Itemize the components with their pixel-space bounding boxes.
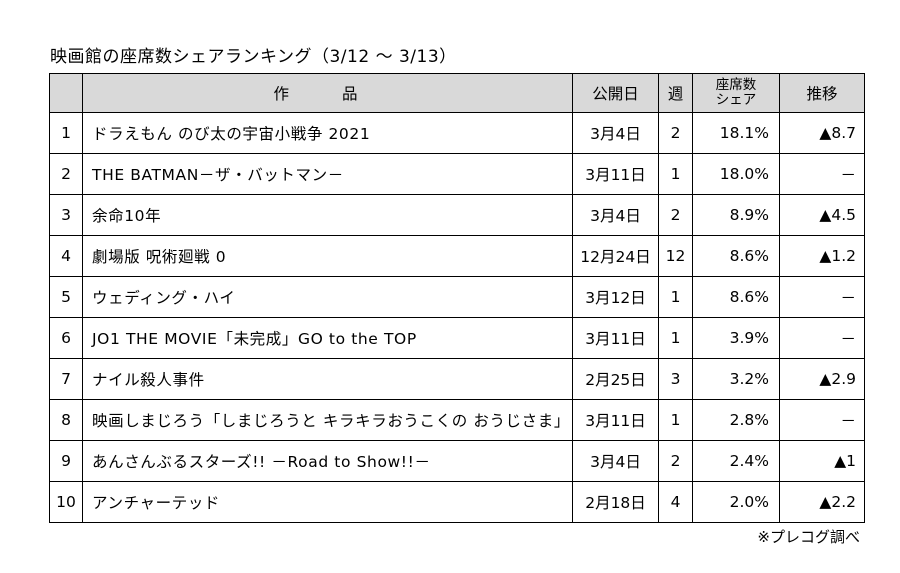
- cell-release: 3月4日: [572, 112, 659, 154]
- cell-trend: －: [779, 317, 865, 359]
- table-row: 3 余命10年 3月4日 2 8.9% ▲4.5: [49, 194, 865, 236]
- cell-share: 2.4%: [692, 440, 780, 482]
- cell-work: ドラえもん のび太の宇宙小戦争 2021: [82, 112, 573, 154]
- cell-work: 余命10年: [82, 194, 573, 236]
- header-release: 公開日: [572, 73, 659, 113]
- table-row: 5 ウェディング・ハイ 3月12日 1 8.6% －: [49, 276, 865, 318]
- cell-release: 3月12日: [572, 276, 659, 318]
- table-row: 4 劇場版 呪術廻戦 0 12月24日 12 8.6% ▲1.2: [49, 235, 865, 277]
- cell-rank: 7: [49, 358, 83, 400]
- table-row: 7 ナイル殺人事件 2月25日 3 3.2% ▲2.9: [49, 358, 865, 400]
- cell-trend: －: [779, 153, 865, 195]
- cell-work: 劇場版 呪術廻戦 0: [82, 235, 573, 277]
- cell-trend: ▲8.7: [779, 112, 865, 154]
- cell-rank: 2: [49, 153, 83, 195]
- ranking-table: 作 品 公開日 週 座席数 シェア 推移 1 ドラえもん のび太の宇宙小戦争 20…: [49, 73, 865, 523]
- cell-rank: 4: [49, 235, 83, 277]
- header-trend: 推移: [779, 73, 865, 113]
- source-note: ※プレコグ調べ: [757, 528, 860, 546]
- cell-share: 3.2%: [692, 358, 780, 400]
- cell-rank: 3: [49, 194, 83, 236]
- cell-trend: ▲1.2: [779, 235, 865, 277]
- cell-share: 8.6%: [692, 235, 780, 277]
- cell-work: JO1 THE MOVIE「未完成」GO to the TOP: [82, 317, 573, 359]
- cell-share: 8.9%: [692, 194, 780, 236]
- cell-week: 2: [658, 194, 693, 236]
- cell-rank: 6: [49, 317, 83, 359]
- cell-week: 1: [658, 276, 693, 318]
- cell-work: ウェディング・ハイ: [82, 276, 573, 318]
- cell-share: 2.8%: [692, 399, 780, 441]
- cell-rank: 5: [49, 276, 83, 318]
- cell-work: ナイル殺人事件: [82, 358, 573, 400]
- cell-week: 2: [658, 440, 693, 482]
- cell-week: 12: [658, 235, 693, 277]
- cell-share: 18.1%: [692, 112, 780, 154]
- cell-share: 8.6%: [692, 276, 780, 318]
- cell-week: 4: [658, 481, 693, 523]
- header-share: 座席数 シェア: [692, 73, 780, 113]
- cell-release: 3月11日: [572, 317, 659, 359]
- header-share-line2: シェア: [715, 92, 757, 108]
- header-share-line1: 座席数: [715, 77, 757, 93]
- header-week: 週: [658, 73, 693, 113]
- cell-release: 2月25日: [572, 358, 659, 400]
- page-title: 映画館の座席数シェアランキング（3/12 ～ 3/13）: [50, 47, 457, 67]
- cell-trend: ▲4.5: [779, 194, 865, 236]
- cell-release: 3月4日: [572, 440, 659, 482]
- table-row: 6 JO1 THE MOVIE「未完成」GO to the TOP 3月11日 1 3.…: [49, 317, 865, 359]
- table-row: 10 アンチャーテッド 2月18日 4 2.0% ▲2.2: [49, 481, 865, 523]
- cell-share: 2.0%: [692, 481, 780, 523]
- cell-release: 3月4日: [572, 194, 659, 236]
- header-work: 作 品: [82, 73, 573, 113]
- cell-week: 2: [658, 112, 693, 154]
- cell-share: 3.9%: [692, 317, 780, 359]
- cell-rank: 10: [49, 481, 83, 523]
- cell-rank: 8: [49, 399, 83, 441]
- cell-release: 3月11日: [572, 399, 659, 441]
- cell-week: 1: [658, 317, 693, 359]
- table-row: 1 ドラえもん のび太の宇宙小戦争 2021 3月4日 2 18.1% ▲8.7: [49, 112, 865, 154]
- header-rank: [49, 73, 83, 113]
- cell-week: 1: [658, 153, 693, 195]
- cell-work: 映画しまじろう「しまじろうと キラキラおうこくの おうじさま」: [82, 399, 573, 441]
- cell-trend: －: [779, 276, 865, 318]
- cell-release: 2月18日: [572, 481, 659, 523]
- cell-week: 3: [658, 358, 693, 400]
- table-row: 9 あんさんぶるスターズ!! －Road to Show!!－ 3月4日 2 2.4% ▲…: [49, 440, 865, 482]
- cell-trend: ▲1: [779, 440, 865, 482]
- cell-release: 3月11日: [572, 153, 659, 195]
- cell-rank: 1: [49, 112, 83, 154]
- cell-trend: ▲2.9: [779, 358, 865, 400]
- cell-trend: －: [779, 399, 865, 441]
- cell-rank: 9: [49, 440, 83, 482]
- cell-work: アンチャーテッド: [82, 481, 573, 523]
- cell-work: THE BATMAN－ザ・バットマン－: [82, 153, 573, 195]
- cell-week: 1: [658, 399, 693, 441]
- cell-share: 18.0%: [692, 153, 780, 195]
- cell-trend: ▲2.2: [779, 481, 865, 523]
- cell-work: あんさんぶるスターズ!! －Road to Show!!－: [82, 440, 573, 482]
- cell-release: 12月24日: [572, 235, 659, 277]
- table-row: 2 THE BATMAN－ザ・バットマン－ 3月11日 1 18.0% －: [49, 153, 865, 195]
- table-header-row: 作 品 公開日 週 座席数 シェア 推移: [49, 73, 865, 113]
- table-row: 8 映画しまじろう「しまじろうと キラキラおうこくの おうじさま」 3月11日 1 2.…: [49, 399, 865, 441]
